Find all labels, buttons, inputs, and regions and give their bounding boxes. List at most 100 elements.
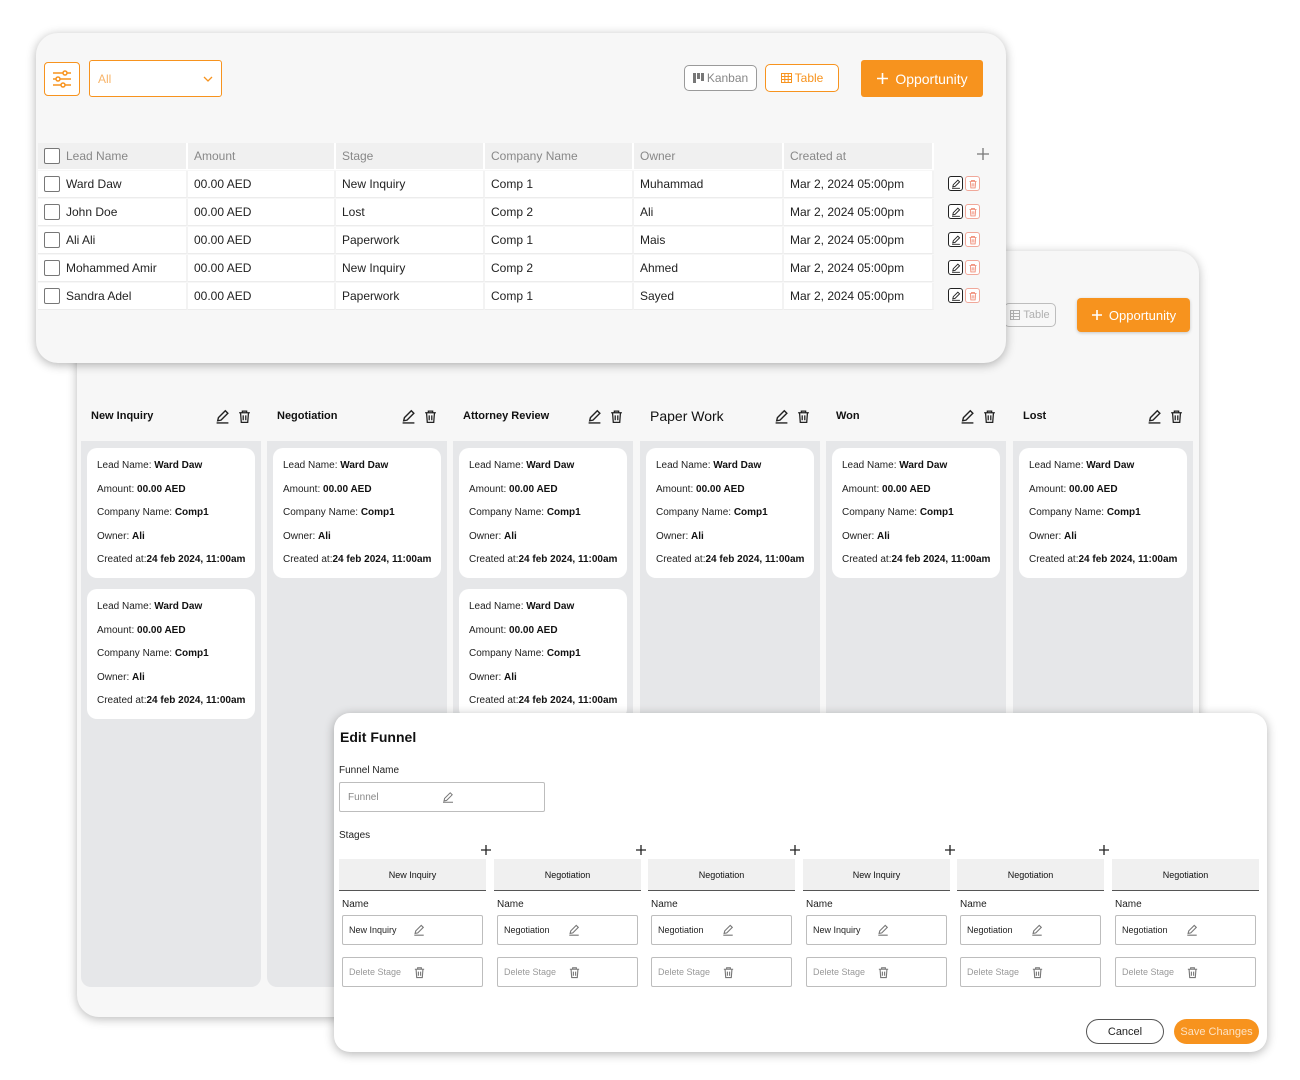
column-header[interactable]: Stage (336, 143, 485, 170)
plus-icon[interactable] (788, 843, 802, 857)
card-field-label: Created at: (97, 695, 147, 706)
table-row[interactable]: Sandra Adel 00.00 AED Paperwork Comp 1 Sayed… (38, 283, 980, 311)
cell-value: Comp 1 (491, 289, 534, 303)
plus-icon (1091, 309, 1103, 321)
select-all-checkbox[interactable] (44, 148, 60, 164)
table-row[interactable]: Ali Ali 00.00 AED Paperwork Comp 1 Mais Mar 2… (38, 227, 980, 255)
plus-icon[interactable] (1097, 843, 1111, 857)
kanban-view-button[interactable]: Kanban (684, 65, 757, 91)
funnel-name-input[interactable]: Funnel (339, 782, 545, 812)
row-checkbox[interactable] (44, 288, 60, 304)
filter-button[interactable] (44, 62, 80, 96)
delete-stage-button[interactable]: Delete Stage (651, 957, 792, 987)
trash-icon[interactable] (233, 406, 255, 426)
opportunity-card[interactable]: Lead Name: Ward Daw Amount: 00.00 AED Comp… (459, 448, 627, 578)
trash-icon[interactable] (605, 406, 627, 426)
card-field-lead: Lead Name: Ward Daw (469, 459, 627, 483)
opportunity-card[interactable]: Lead Name: Ward Daw Amount: 00.00 AED Comp… (273, 448, 441, 578)
column-header[interactable]: Owner (634, 143, 784, 170)
row-checkbox[interactable] (44, 260, 60, 276)
funnel-select[interactable]: All (89, 60, 222, 97)
stage-name-input[interactable]: Negotiation (497, 915, 638, 945)
stage-name-input[interactable]: Negotiation (960, 915, 1101, 945)
delete-stage-button[interactable]: Delete Stage (1115, 957, 1256, 987)
edit-icon[interactable] (948, 288, 963, 303)
cancel-button[interactable]: Cancel (1086, 1019, 1164, 1044)
edit-icon[interactable] (948, 176, 963, 191)
card-field-value: 24 feb 2024, 11:00am (1078, 554, 1178, 565)
column-header[interactable]: Company Name (485, 143, 634, 170)
stage-name-input[interactable]: New Inquiry (806, 915, 947, 945)
trash-icon[interactable] (978, 406, 1000, 426)
card-field-value: 00.00 AED (323, 483, 372, 495)
column-header[interactable]: Created at (784, 143, 934, 170)
table-body: Ward Daw 00.00 AED New Inquiry Comp 1 Muhamm… (38, 171, 980, 311)
table-view-button-active[interactable]: Table (765, 64, 839, 92)
trash-icon[interactable] (965, 176, 980, 191)
table-cell-owner: Mais (634, 227, 784, 254)
card-field-label: Lead Name: (97, 601, 155, 612)
card-field-label: Owner: (842, 530, 878, 542)
opportunity-card[interactable]: Lead Name: Ward Daw Amount: 00.00 AED Comp… (87, 589, 255, 719)
stage-name-input[interactable]: New Inquiry (342, 915, 483, 945)
delete-stage-button[interactable]: Delete Stage (960, 957, 1101, 987)
column-header[interactable]: Amount (188, 143, 336, 170)
edit-icon[interactable] (1143, 406, 1165, 426)
funnel-select-value: All (98, 71, 112, 86)
opportunity-card[interactable]: Lead Name: Ward Daw Amount: 00.00 AED Comp… (87, 448, 255, 578)
stage-editor-column: Negotiation Name Negotiation Delete Stage (494, 845, 646, 1001)
edit-icon[interactable] (770, 406, 792, 426)
row-checkbox[interactable] (44, 176, 60, 192)
opportunity-card[interactable]: Lead Name: Ward Daw Amount: 00.00 AED Comp… (832, 448, 1000, 578)
card-field-amount: Amount: 00.00 AED (1029, 483, 1187, 507)
card-field-company: Company Name: Comp1 (469, 647, 627, 671)
table-cell-company: Comp 2 (485, 255, 634, 282)
plus-icon[interactable] (634, 843, 648, 857)
trash-icon[interactable] (792, 406, 814, 426)
delete-stage-button[interactable]: Delete Stage (806, 957, 947, 987)
plus-icon[interactable] (943, 843, 957, 857)
card-field-owner: Owner: Ali (469, 671, 627, 695)
opportunity-card[interactable]: Lead Name: Ward Daw Amount: 00.00 AED Comp… (1019, 448, 1187, 578)
trash-icon[interactable] (965, 288, 980, 303)
column-header[interactable]: Lead Name (38, 143, 188, 170)
save-changes-button[interactable]: Save Changes (1174, 1019, 1259, 1044)
table-row[interactable]: Mohammed Amir 00.00 AED New Inquiry Comp 2 A… (38, 255, 980, 283)
row-checkbox[interactable] (44, 204, 60, 220)
card-field-created: Created at:24 feb 2024, 11:00am (97, 694, 255, 718)
kanban-column: Lost Lead Name: Ward Daw Amount: 00.00 AED… (1013, 391, 1193, 987)
edit-icon[interactable] (397, 406, 419, 426)
delete-stage-button[interactable]: Delete Stage (497, 957, 638, 987)
add-opportunity-button[interactable]: Opportunity (861, 60, 983, 97)
edit-icon[interactable] (948, 232, 963, 247)
table-row[interactable]: John Doe 00.00 AED Lost Comp 2 Ali Mar 2, 202… (38, 199, 980, 227)
card-field-amount: Amount: 00.00 AED (469, 483, 627, 507)
delete-stage-button[interactable]: Delete Stage (342, 957, 483, 987)
row-checkbox[interactable] (44, 232, 60, 248)
trash-icon[interactable] (965, 232, 980, 247)
card-field-label: Amount: (97, 624, 138, 636)
edit-icon[interactable] (956, 406, 978, 426)
trash-icon[interactable] (965, 204, 980, 219)
add-column-button[interactable] (976, 145, 994, 163)
edit-icon[interactable] (211, 406, 233, 426)
opportunity-card[interactable]: Lead Name: Ward Daw Amount: 00.00 AED Comp… (459, 589, 627, 719)
stage-name-input[interactable]: Negotiation (1115, 915, 1256, 945)
edit-icon[interactable] (948, 260, 963, 275)
edit-icon[interactable] (948, 204, 963, 219)
trash-icon[interactable] (419, 406, 441, 426)
add-opportunity-button[interactable]: Opportunity (1077, 298, 1190, 332)
edit-icon[interactable] (583, 406, 605, 426)
cell-value: Ahmed (640, 261, 679, 275)
table-row[interactable]: Ward Daw 00.00 AED New Inquiry Comp 1 Muhamm… (38, 171, 980, 199)
plus-icon[interactable] (479, 843, 493, 857)
kanban-column-title: New Inquiry (91, 410, 154, 422)
stage-name-input[interactable]: Negotiation (651, 915, 792, 945)
trash-icon[interactable] (1165, 406, 1187, 426)
opportunity-card[interactable]: Lead Name: Ward Daw Amount: 00.00 AED Comp… (646, 448, 814, 578)
table-view-button[interactable]: Table (1004, 303, 1056, 327)
table-cell-created: Mar 2, 2024 05:00pm (784, 255, 934, 282)
cell-value: Sandra Adel (66, 289, 132, 303)
trash-icon[interactable] (965, 260, 980, 275)
card-field-label: Company Name: (656, 507, 734, 518)
